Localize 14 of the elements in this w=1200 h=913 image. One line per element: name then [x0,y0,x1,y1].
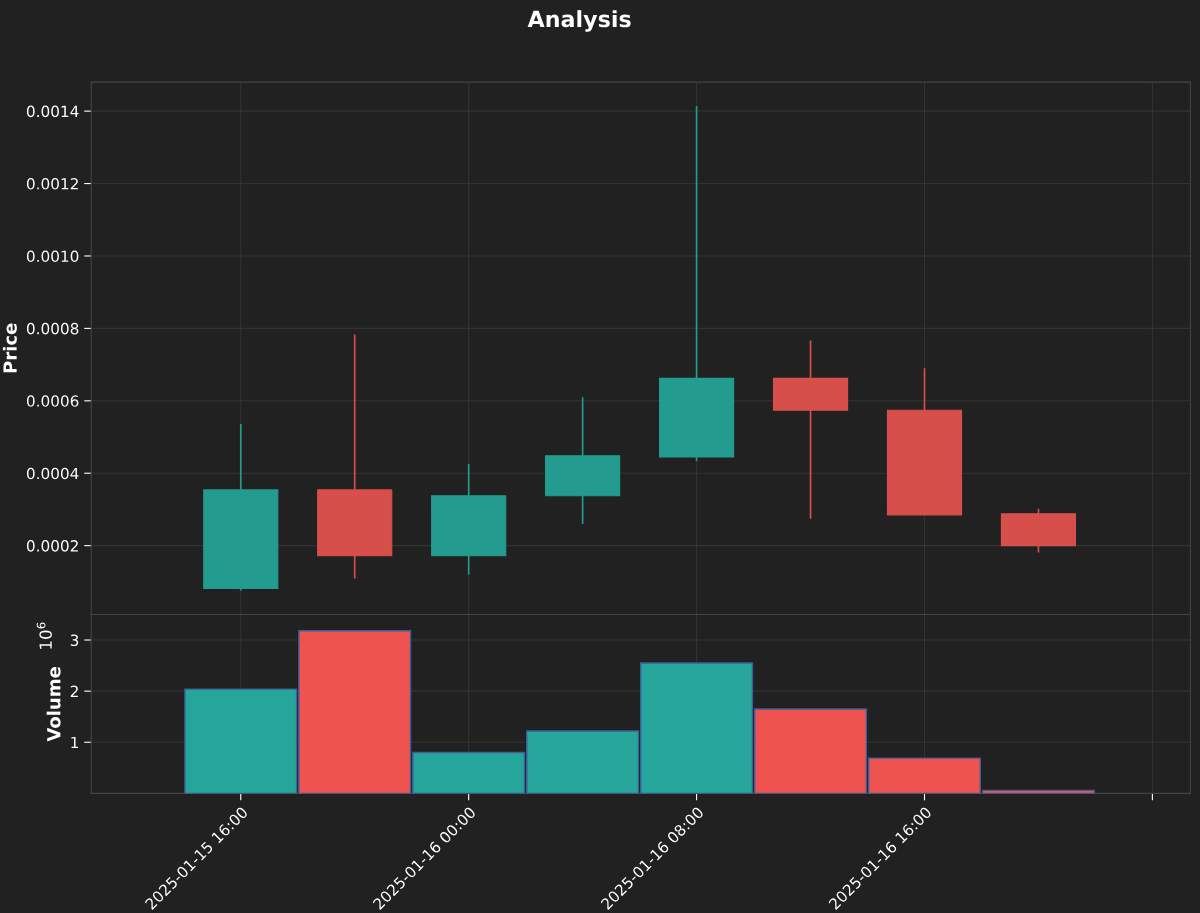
y-tick-label: 0.0014 [26,105,79,118]
y-tick-label: 0.0010 [26,250,79,262]
y-axis-title: Volume [46,667,61,742]
y-tick-label: 2 [70,685,78,697]
y-tick-label: 0.0012 [26,178,78,190]
text: 10$^{6}$ [36,622,52,649]
y-tick-label: 3 [70,634,79,647]
y-tick-label: 1 [71,736,78,749]
chart-title: Analysis [527,10,631,32]
y-tick-label: 0.0002 [26,540,78,552]
y-tick-label: 0.0006 [26,395,79,407]
y-tick-label: 0.0004 [26,467,79,480]
y-tick-label: 0.0008 [26,322,79,335]
y-axis-title: Price [2,323,17,373]
